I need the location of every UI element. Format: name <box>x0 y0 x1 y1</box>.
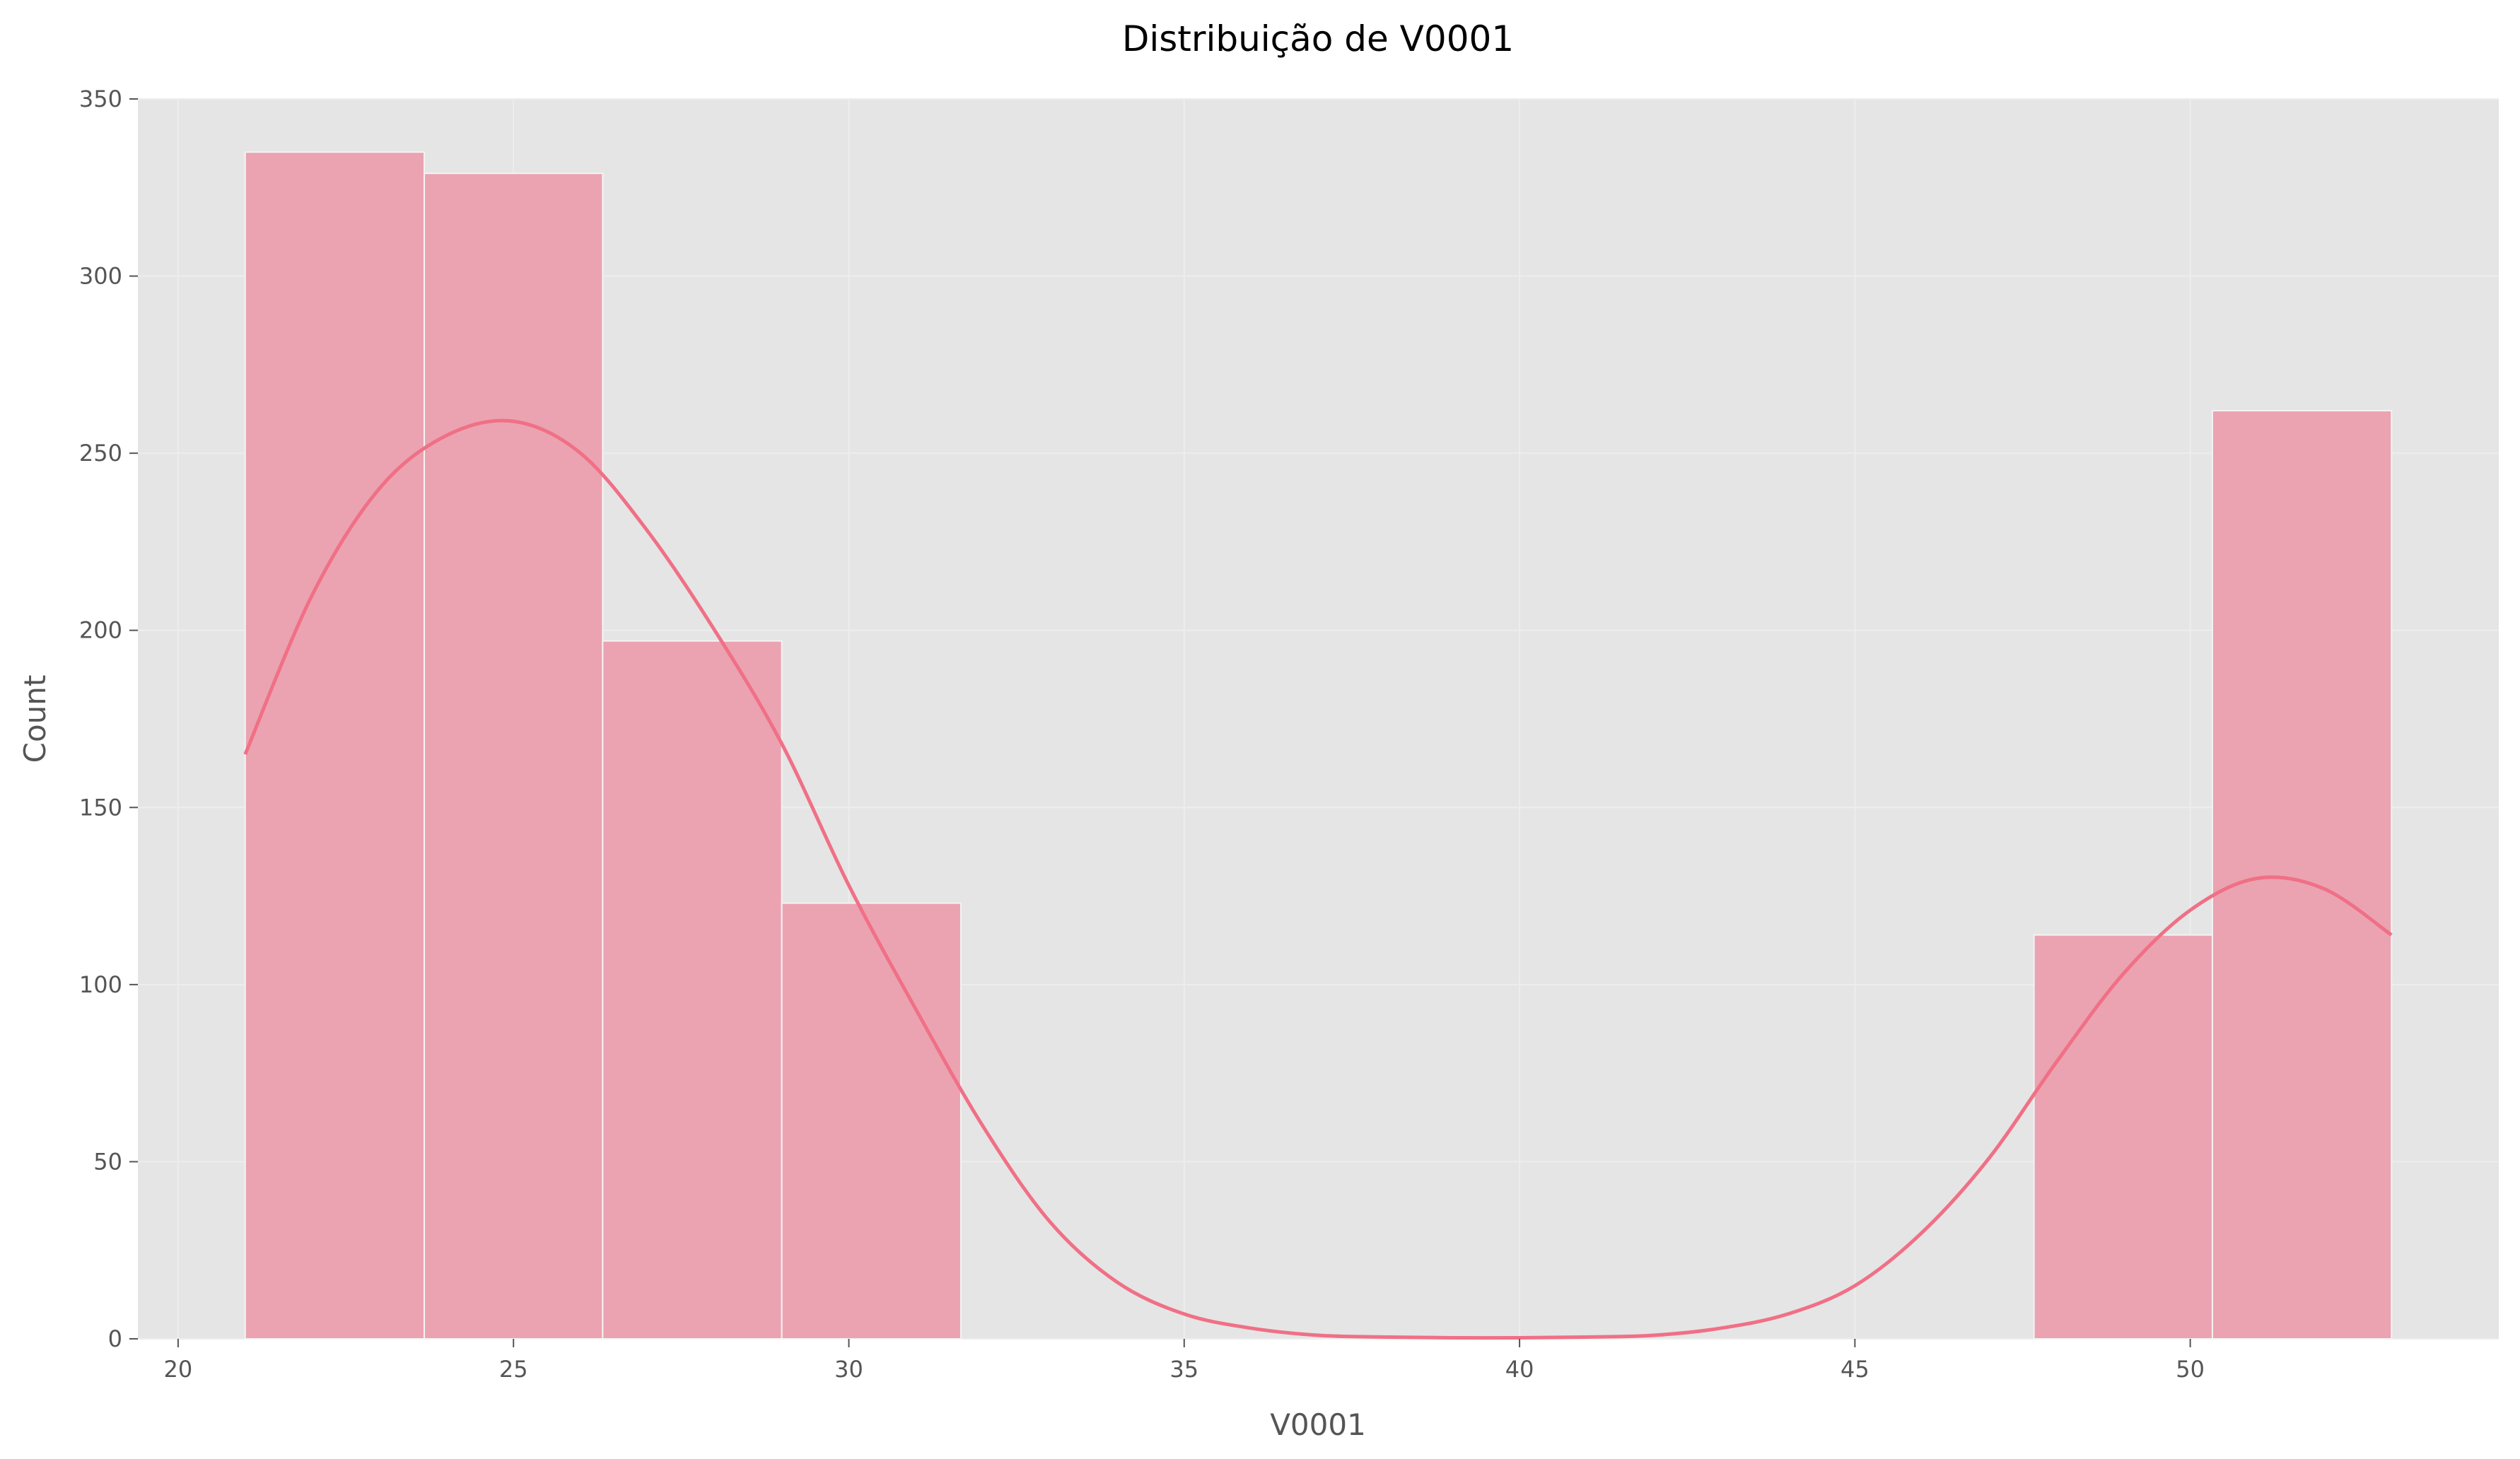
y-tick-label: 50 <box>93 1148 122 1175</box>
x-tick-label: 40 <box>1505 1356 1534 1383</box>
y-tick-label: 300 <box>79 263 122 290</box>
x-tick-label: 35 <box>1169 1356 1198 1383</box>
y-axis-label: Count <box>18 675 52 763</box>
x-tick-label: 20 <box>164 1356 193 1383</box>
y-tick-label: 350 <box>79 86 122 112</box>
histogram-bar <box>244 151 426 1340</box>
x-axis-label: V0001 <box>1270 1407 1366 1442</box>
chart-title: Distribuição de V0001 <box>1122 18 1514 59</box>
histogram-bar <box>2211 410 2393 1340</box>
histogram-bar <box>424 172 604 1340</box>
y-tick-label: 100 <box>79 971 122 998</box>
y-tick-label: 0 <box>108 1325 122 1352</box>
histogram-bar <box>602 640 783 1340</box>
x-tick-label: 45 <box>1841 1356 1869 1383</box>
y-tick-label: 200 <box>79 617 122 644</box>
kde-curve-layer <box>243 418 2393 1340</box>
x-tick-label: 30 <box>834 1356 863 1383</box>
histogram-bar <box>781 902 962 1340</box>
x-tick-label: 50 <box>2176 1356 2205 1383</box>
histogram-bars <box>244 151 2393 1340</box>
axes: 0 50 100 150 200 250 300 350 20 25 30 35 40 45 50 <box>79 86 2205 1383</box>
histogram-bar <box>2033 934 2213 1340</box>
x-tick-label: 25 <box>499 1356 528 1383</box>
kde-line <box>243 418 2393 1340</box>
y-tick-label: 250 <box>79 440 122 467</box>
y-tick-label: 150 <box>79 794 122 821</box>
